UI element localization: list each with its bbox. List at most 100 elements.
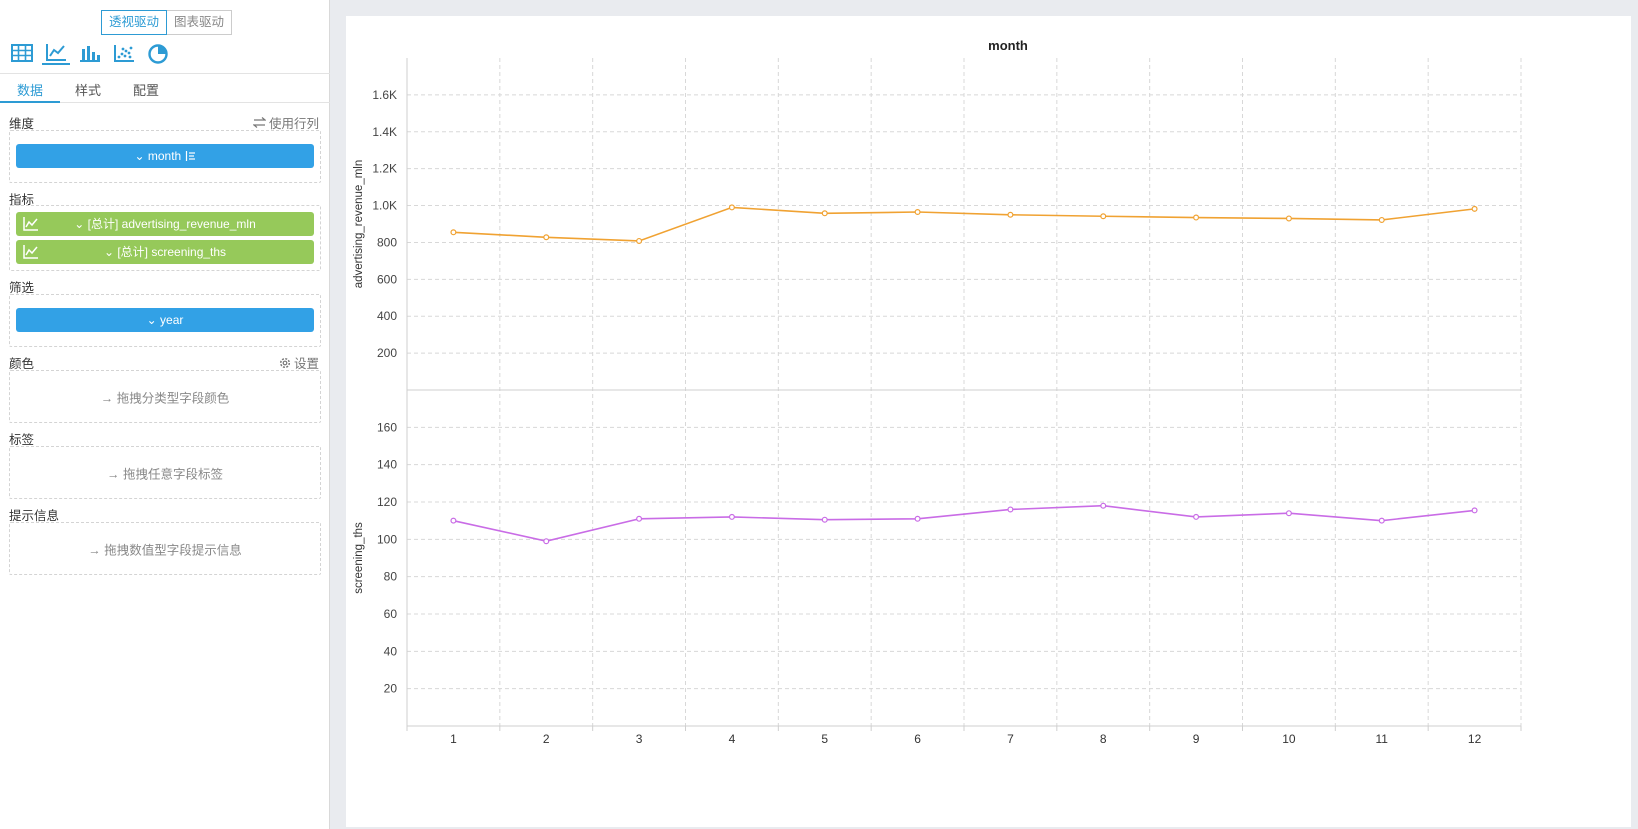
y-tick-label: 20 [384,682,398,696]
series-lines [450,204,1478,545]
sort-icon [185,151,195,161]
y-tick-label: 140 [377,458,397,472]
y-tick-label: 120 [377,495,397,509]
grid [407,58,1522,726]
y-tick-label: 400 [377,309,397,323]
metric-pill-screening[interactable]: ⌄ [总计] screening_ths [16,240,314,264]
chart-card: 200 400 600 800 1.0K 1.2K 1.4K 1.6K advertising_… [346,16,1631,827]
data-point [1378,517,1385,524]
filter-pill-label: year [160,313,184,327]
x-tick-label: 4 [729,732,736,746]
tooltip-drop-hint: → 拖拽数值型字段提示信息 [10,539,320,558]
arrow-right-icon: → [107,467,123,481]
swap-rows-cols-label: 使用行列 [268,117,319,131]
y-tick-label: 1.6K [372,88,397,102]
metric-pill-label: [总计] advertising_revenue_mln [87,217,256,231]
line-chart-icon [23,245,38,259]
data-point [1378,216,1385,223]
chevron-down-icon: ⌄ [103,245,114,259]
x-tick-label: 3 [636,732,643,746]
color-drop-zone[interactable]: → 拖拽分类型字段颜色 [9,370,321,423]
filter-label: 筛选 [9,281,35,295]
x-tick-label: 6 [914,732,921,746]
x-tick-label: 12 [1468,732,1482,746]
tag-drop-hint-text: 拖拽任意字段标签 [122,467,223,481]
mode-chart-button[interactable]: 图表驱动 [167,10,233,35]
arrow-right-icon: → [100,391,117,405]
series-line [453,504,1475,543]
data-point [821,516,828,523]
tooltip-drop-hint-text: 拖拽数值型字段提示信息 [104,543,242,557]
dimension-drop-zone[interactable]: ⌄ month [9,130,321,183]
data-point [543,234,550,241]
line-chart-icon [23,217,38,231]
color-drop-hint: → 拖拽分类型字段颜色 [10,387,320,406]
table-icon [11,44,33,62]
x-tick-label: 5 [821,732,828,746]
tag-drop-zone[interactable]: → 拖拽任意字段标签 [9,446,321,499]
color-label: 颜色 [9,357,35,371]
data-point [1285,510,1292,517]
data-point [914,515,921,522]
data-point [450,229,457,236]
y-tick-label: 600 [377,272,397,286]
series-line [453,206,1475,242]
chevron-down-icon: ⌄ [74,217,85,231]
y-axis-label: screening_ths [353,522,365,594]
y-tick-label: 100 [377,532,397,546]
data-point [1193,513,1200,520]
color-drop-hint-text: 拖拽分类型字段颜色 [116,391,230,405]
metric-pill-label: [总计] screening_ths [117,245,227,259]
dimension-pill-month[interactable]: ⌄ month [16,144,314,168]
chart-type-bar[interactable] [78,41,102,65]
active-tab-indicator [0,101,60,103]
mode-pivot-button[interactable]: 透视驱动 [101,10,168,35]
line-chart-icon [46,44,66,61]
x-tick-label: 7 [1007,732,1014,746]
x-tick-label: 9 [1193,732,1200,746]
dimension-pill-label: month [147,149,182,163]
tab-data[interactable]: 数据 [17,83,44,98]
bar-chart-icon [80,46,100,62]
data-point [1007,506,1014,513]
tab-config[interactable]: 配置 [133,83,160,98]
data-point [1100,502,1107,509]
data-point [1471,507,1478,514]
data-point [1100,213,1107,220]
pie-chart-icon [148,44,168,64]
line-chart: 200 400 600 800 1.0K 1.2K 1.4K 1.6K advertising_… [353,38,1522,746]
tag-drop-hint: → 拖拽任意字段标签 [10,463,320,482]
chart-type-bar [10,41,170,65]
tooltip-drop-zone[interactable]: → 拖拽数值型字段提示信息 [9,522,321,575]
data-point [1471,205,1478,212]
data-point [450,517,457,524]
swap-rows-cols-button[interactable]: 使用行列 [252,113,319,132]
chart-type-scatter[interactable] [112,41,136,65]
y-tick-label: 1.2K [372,162,397,176]
y-axis-label: advertising_revenue_mln [353,160,365,289]
scatter-chart-icon [114,45,134,62]
chart-type-table[interactable] [10,41,34,65]
data-point [636,515,643,522]
config-panel: 透视驱动 图表驱动 [0,0,330,829]
y-tick-label: 1.0K [372,199,397,213]
tag-label: 标签 [9,433,35,447]
chevron-down-icon: ⌄ [146,313,157,327]
metric-pill-advertising-revenue[interactable]: ⌄ [总计] advertising_revenue_mln [16,212,314,236]
y-tick-label: 60 [384,607,398,621]
data-point [914,209,921,216]
data-point [1285,215,1292,222]
color-settings-button[interactable]: 设置 [279,353,319,372]
tab-style[interactable]: 样式 [75,83,102,98]
data-point [543,538,550,545]
y-tick-label: 1.4K [372,125,397,139]
metrics-drop-zone[interactable]: ⌄ [总计] advertising_revenue_mln ⌄ [总计] sc… [9,205,321,271]
chart-type-pie[interactable] [146,41,170,65]
filter-drop-zone[interactable]: ⌄ year [9,294,321,347]
x-tick-label: 1 [450,732,457,746]
chart-title: month [988,38,1028,53]
y-tick-label: 80 [384,570,398,584]
chart-type-line[interactable] [42,41,70,65]
filter-pill-year[interactable]: ⌄ year [16,308,314,332]
y-tick-label: 40 [384,644,398,658]
